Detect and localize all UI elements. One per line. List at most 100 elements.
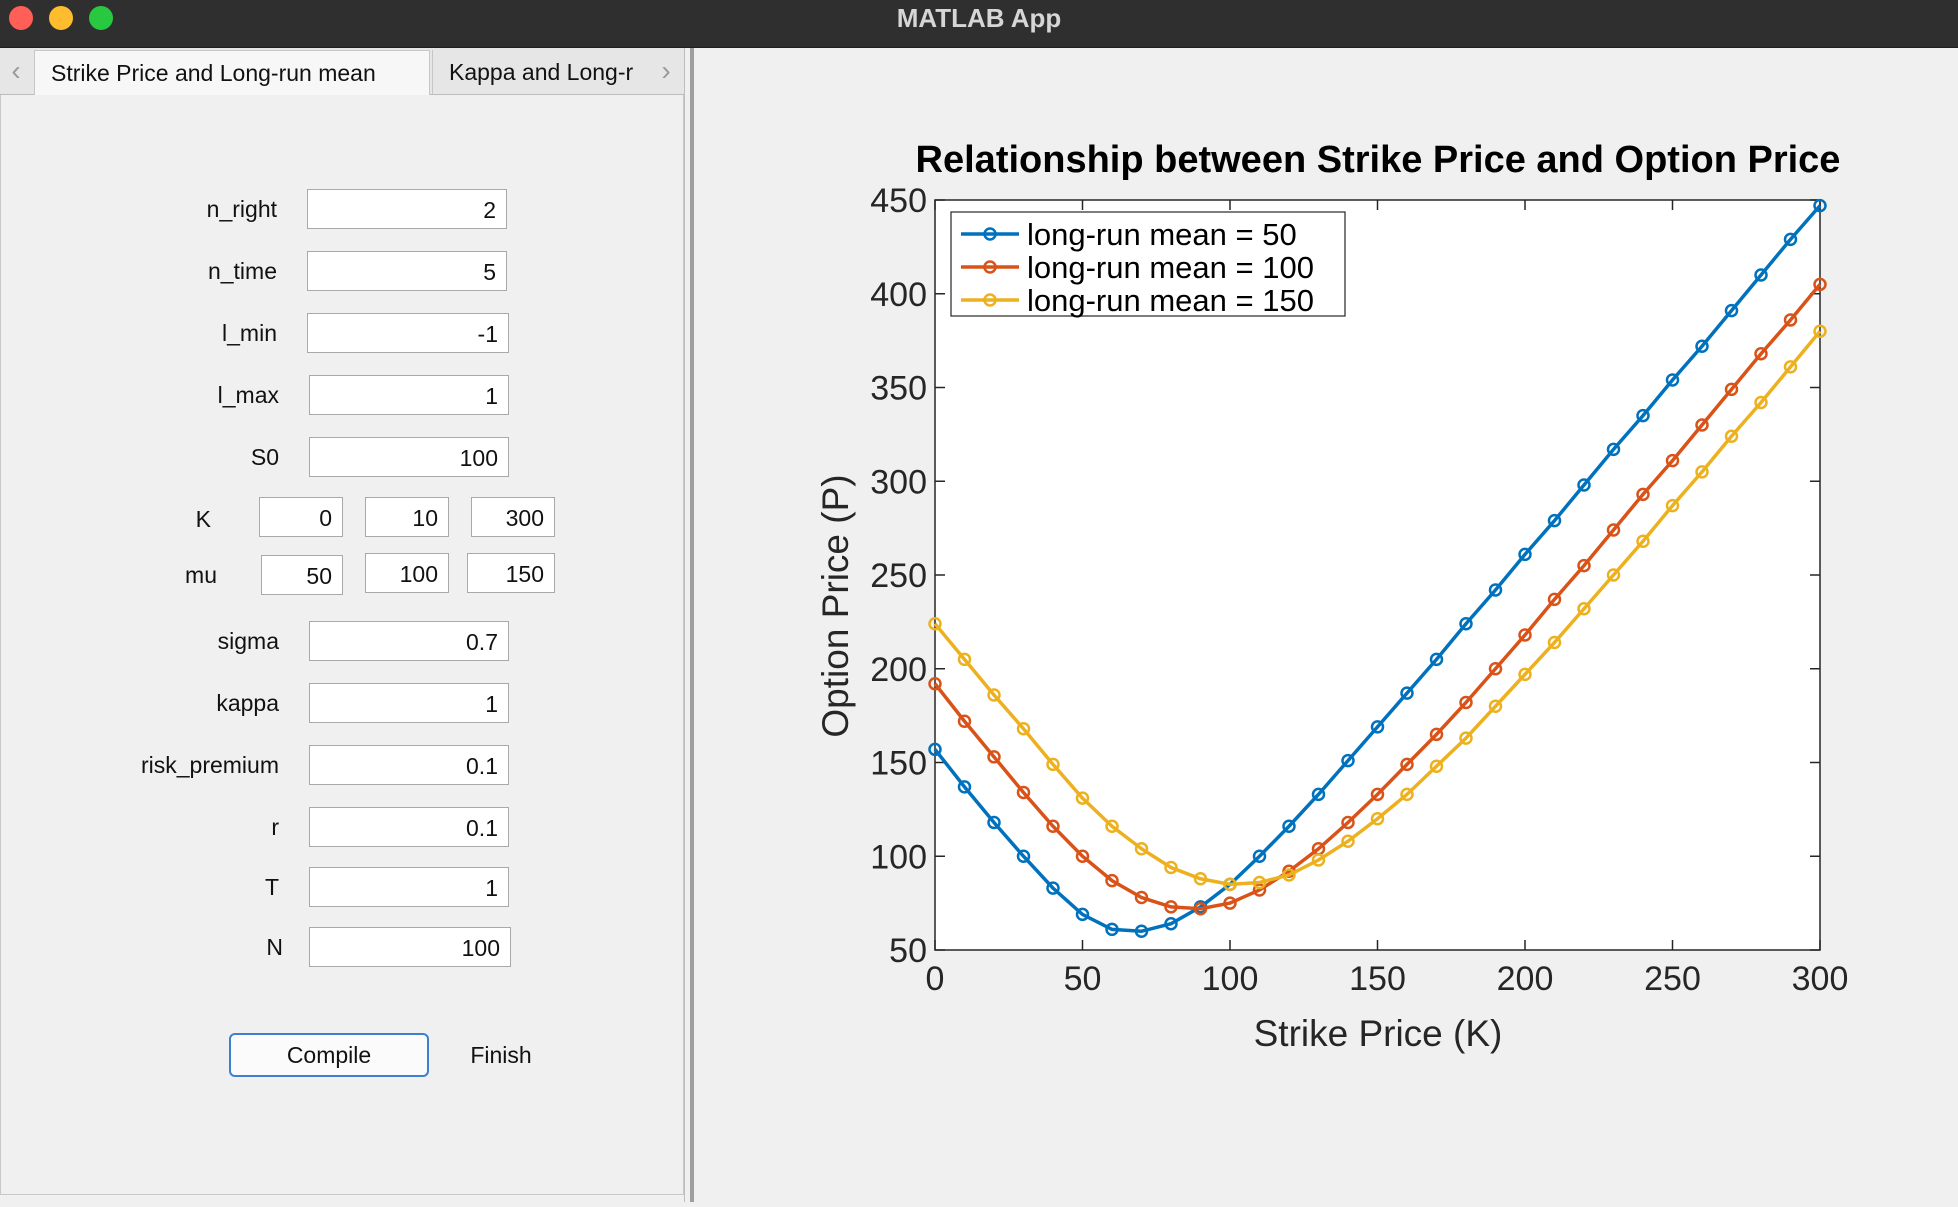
r-field[interactable]: 0.1 — [309, 807, 509, 847]
k-label: K — [195, 506, 211, 532]
y-axis-label: Option Price (P) — [815, 474, 856, 737]
data-point — [957, 780, 972, 794]
data-point — [957, 714, 972, 728]
series-2 — [928, 277, 1827, 916]
n-field[interactable]: 100 — [309, 927, 511, 967]
kappa-field[interactable]: 1 — [309, 683, 509, 723]
data-point — [1459, 617, 1473, 631]
series-1 — [928, 198, 1827, 938]
mu-3-field[interactable]: 150 — [467, 553, 555, 593]
s0-label: S0 — [250, 444, 279, 470]
data-point — [1046, 757, 1060, 772]
data-point — [1282, 819, 1296, 833]
data-point — [1754, 395, 1768, 410]
data-point — [1665, 498, 1680, 513]
data-point — [1223, 896, 1237, 910]
t-label: T — [264, 874, 279, 900]
data-point — [987, 815, 1001, 830]
legend-marker — [983, 293, 997, 307]
data-point — [1783, 313, 1798, 327]
compile-button[interactable]: Compile — [229, 1033, 429, 1077]
close-window-button[interactable] — [9, 6, 33, 30]
legend-entry: long-run mean = 100 — [1027, 250, 1314, 285]
data-point — [1223, 877, 1237, 892]
sigma-field[interactable]: 0.7 — [309, 621, 509, 661]
data-point — [1341, 753, 1355, 768]
data-point — [1046, 819, 1060, 833]
n-right-label: n_right — [206, 196, 277, 222]
legend-entry: long-run mean = 50 — [1027, 217, 1297, 252]
data-point — [1075, 849, 1090, 863]
l-min-field[interactable]: -1 — [307, 313, 509, 353]
l-max-field[interactable]: 1 — [309, 375, 509, 415]
data-point — [1636, 408, 1650, 423]
y-tick-label: 200 — [870, 651, 927, 689]
y-tick-label: 250 — [870, 557, 927, 595]
data-point — [1400, 757, 1414, 772]
data-point — [1046, 881, 1060, 895]
data-point — [928, 677, 942, 691]
chart-panel: 0 50 100 150 200 250 300 50 100 150 200 250 300 350 40… — [696, 48, 1958, 1202]
maximize-window-button[interactable] — [89, 6, 113, 30]
data-point — [1400, 787, 1414, 802]
data-point — [1282, 868, 1296, 882]
series-line — [933, 283, 1822, 911]
y-tick-label: 150 — [870, 745, 927, 783]
risk-premium-label: risk_premium — [140, 752, 279, 778]
data-point — [1016, 785, 1031, 800]
finish-button[interactable]: Finish — [470, 1042, 532, 1068]
mu-2-field[interactable]: 100 — [365, 553, 449, 593]
t-field[interactable]: 1 — [309, 867, 509, 907]
tab-strike-price-long-run-mean[interactable]: Strike Price and Long-run mean — [34, 50, 430, 96]
data-point — [1783, 232, 1798, 247]
data-point — [1724, 429, 1739, 443]
data-point — [1754, 268, 1768, 282]
tab-scroll-left-button[interactable]: ‹ — [11, 55, 21, 86]
data-point — [1488, 583, 1503, 597]
data-point — [1813, 324, 1827, 338]
data-point — [1311, 853, 1326, 867]
data-point — [1547, 513, 1562, 528]
s0-field[interactable]: 100 — [309, 437, 509, 477]
tab-scroll-right-button[interactable]: › — [661, 55, 671, 86]
data-point — [1547, 592, 1562, 607]
risk-premium-field[interactable]: 0.1 — [309, 745, 509, 785]
data-point — [1164, 900, 1178, 914]
n-time-field[interactable]: 5 — [307, 251, 507, 291]
panel-splitter[interactable] — [690, 48, 694, 1202]
series-line — [933, 204, 1822, 934]
tab-strip: ‹ Strike Price and Long-run mean Kappa a… — [0, 48, 684, 96]
data-point — [1105, 819, 1119, 833]
sigma-label: sigma — [217, 628, 279, 654]
n-right-field[interactable]: 2 — [307, 189, 507, 229]
x-axis-label: Strike Price (K) — [1254, 1013, 1503, 1054]
x-tick-label: 0 — [926, 960, 945, 998]
data-point — [1459, 731, 1473, 745]
data-point — [1252, 875, 1267, 890]
kappa-label: kappa — [216, 690, 279, 716]
mu-1-field[interactable]: 50 — [261, 555, 343, 595]
k-min-field[interactable]: 0 — [259, 497, 343, 537]
data-point — [1813, 198, 1827, 213]
tab-kappa-long-run[interactable]: Kappa and Long-r — [432, 50, 650, 94]
y-tick-label: 300 — [870, 463, 927, 501]
x-tick-label: 300 — [1792, 960, 1849, 998]
data-point — [1518, 667, 1532, 682]
mu-label: mu — [185, 562, 217, 588]
data-point — [1518, 628, 1532, 642]
data-point — [1488, 699, 1503, 713]
data-point — [1311, 787, 1326, 802]
window-title: MATLAB App — [896, 3, 1062, 33]
data-point — [1577, 478, 1591, 492]
minimize-window-button[interactable] — [49, 6, 73, 30]
data-point — [1134, 890, 1149, 905]
data-point — [1193, 872, 1208, 886]
k-step-field[interactable]: 10 — [365, 497, 449, 537]
l-min-label: l_min — [222, 320, 277, 346]
y-tick-label: 50 — [889, 932, 927, 970]
k-max-field[interactable]: 300 — [471, 497, 555, 537]
data-point — [1754, 347, 1768, 361]
data-point — [957, 652, 972, 667]
x-tick-label: 200 — [1497, 960, 1554, 998]
data-point — [1341, 815, 1355, 830]
